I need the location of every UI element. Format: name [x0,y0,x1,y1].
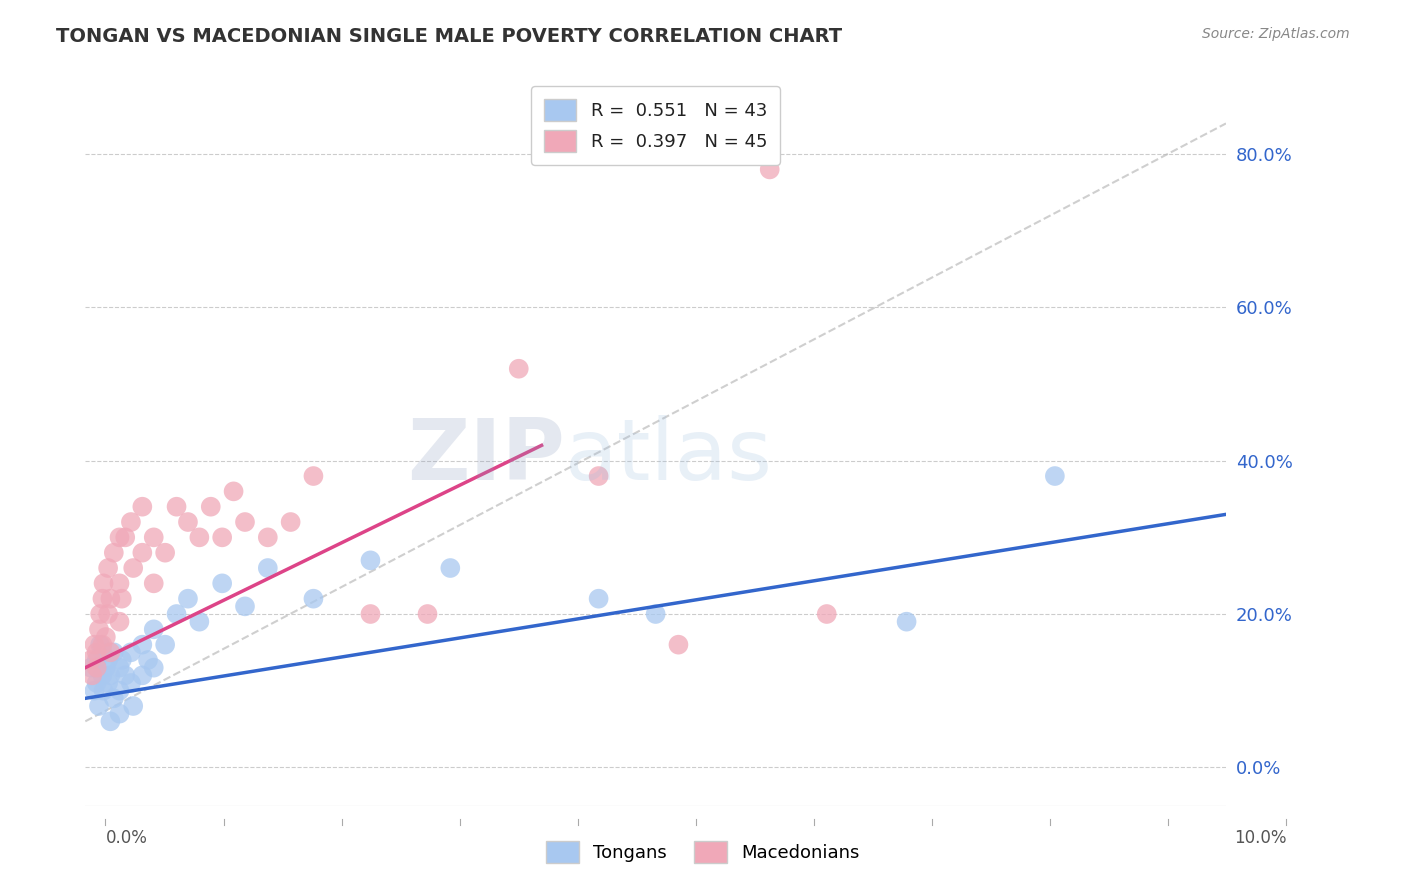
Point [103,645,125,659]
Point [103,691,125,706]
Point [142,623,165,637]
Point [111,591,134,606]
Text: TONGAN VS MACEDONIAN SINGLE MALE POVERTY CORRELATION CHART: TONGAN VS MACEDONIAN SINGLE MALE POVERTY… [56,27,842,45]
Point [211,576,233,591]
Point [97,653,120,667]
Point [256,530,278,544]
Point [120,676,142,690]
Point [86,653,108,667]
Text: 10.0%: 10.0% [1234,829,1286,847]
Point [131,500,153,514]
Point [89,607,111,621]
Text: ZIP: ZIP [406,415,564,498]
Point [97,607,120,621]
Point [87,623,110,637]
Point [91,591,114,606]
Point [211,530,233,544]
Point [103,546,125,560]
Point [100,668,122,682]
Point [97,676,120,690]
Point [280,515,302,529]
Point [89,638,111,652]
Point [359,607,381,621]
Point [416,607,439,621]
Point [508,361,530,376]
Point [100,714,122,729]
Point [222,484,245,499]
Text: atlas: atlas [564,415,772,498]
Point [1043,469,1066,483]
Point [588,591,610,606]
Point [108,530,131,544]
Point [94,630,117,644]
Point [439,561,461,575]
Point [177,515,200,529]
Point [896,615,918,629]
Point [82,668,104,682]
Text: Source: ZipAtlas.com: Source: ZipAtlas.com [1202,27,1350,41]
Point [94,661,117,675]
Point [233,515,256,529]
Point [91,645,114,659]
Point [122,561,145,575]
Point [200,500,222,514]
Point [93,683,115,698]
Point [100,645,122,659]
Point [108,661,131,675]
Point [644,607,666,621]
Point [100,591,122,606]
Point [108,576,131,591]
Point [86,645,108,659]
Point [91,668,114,682]
Point [114,530,136,544]
Point [359,553,381,567]
Point [114,668,136,682]
Point [91,638,114,652]
Text: 0.0%: 0.0% [105,829,148,847]
Point [108,706,131,721]
Point [83,638,105,652]
Point [122,698,145,713]
Point [83,683,105,698]
Point [120,645,142,659]
Point [302,591,325,606]
Point [97,561,120,575]
Legend: R =  0.551   N = 43, R =  0.397   N = 45: R = 0.551 N = 43, R = 0.397 N = 45 [531,87,780,165]
Point [153,546,176,560]
Point [142,576,165,591]
Point [142,661,165,675]
Point [758,162,780,177]
Point [93,576,115,591]
Point [302,469,325,483]
Point [86,661,108,675]
Point [256,561,278,575]
Point [142,530,165,544]
Legend: Tongans, Macedonians: Tongans, Macedonians [536,830,870,874]
Point [120,515,142,529]
Point [108,615,131,629]
Point [588,469,610,483]
Point [86,676,108,690]
Point [188,530,211,544]
Point [188,615,211,629]
Point [668,638,690,652]
Point [80,653,103,667]
Point [131,546,153,560]
Point [108,683,131,698]
Point [80,661,103,675]
Point [111,653,134,667]
Point [87,698,110,713]
Point [166,607,188,621]
Point [136,653,159,667]
Point [815,607,838,621]
Point [131,638,153,652]
Point [177,591,200,606]
Point [131,668,153,682]
Point [233,599,256,614]
Point [166,500,188,514]
Point [153,638,176,652]
